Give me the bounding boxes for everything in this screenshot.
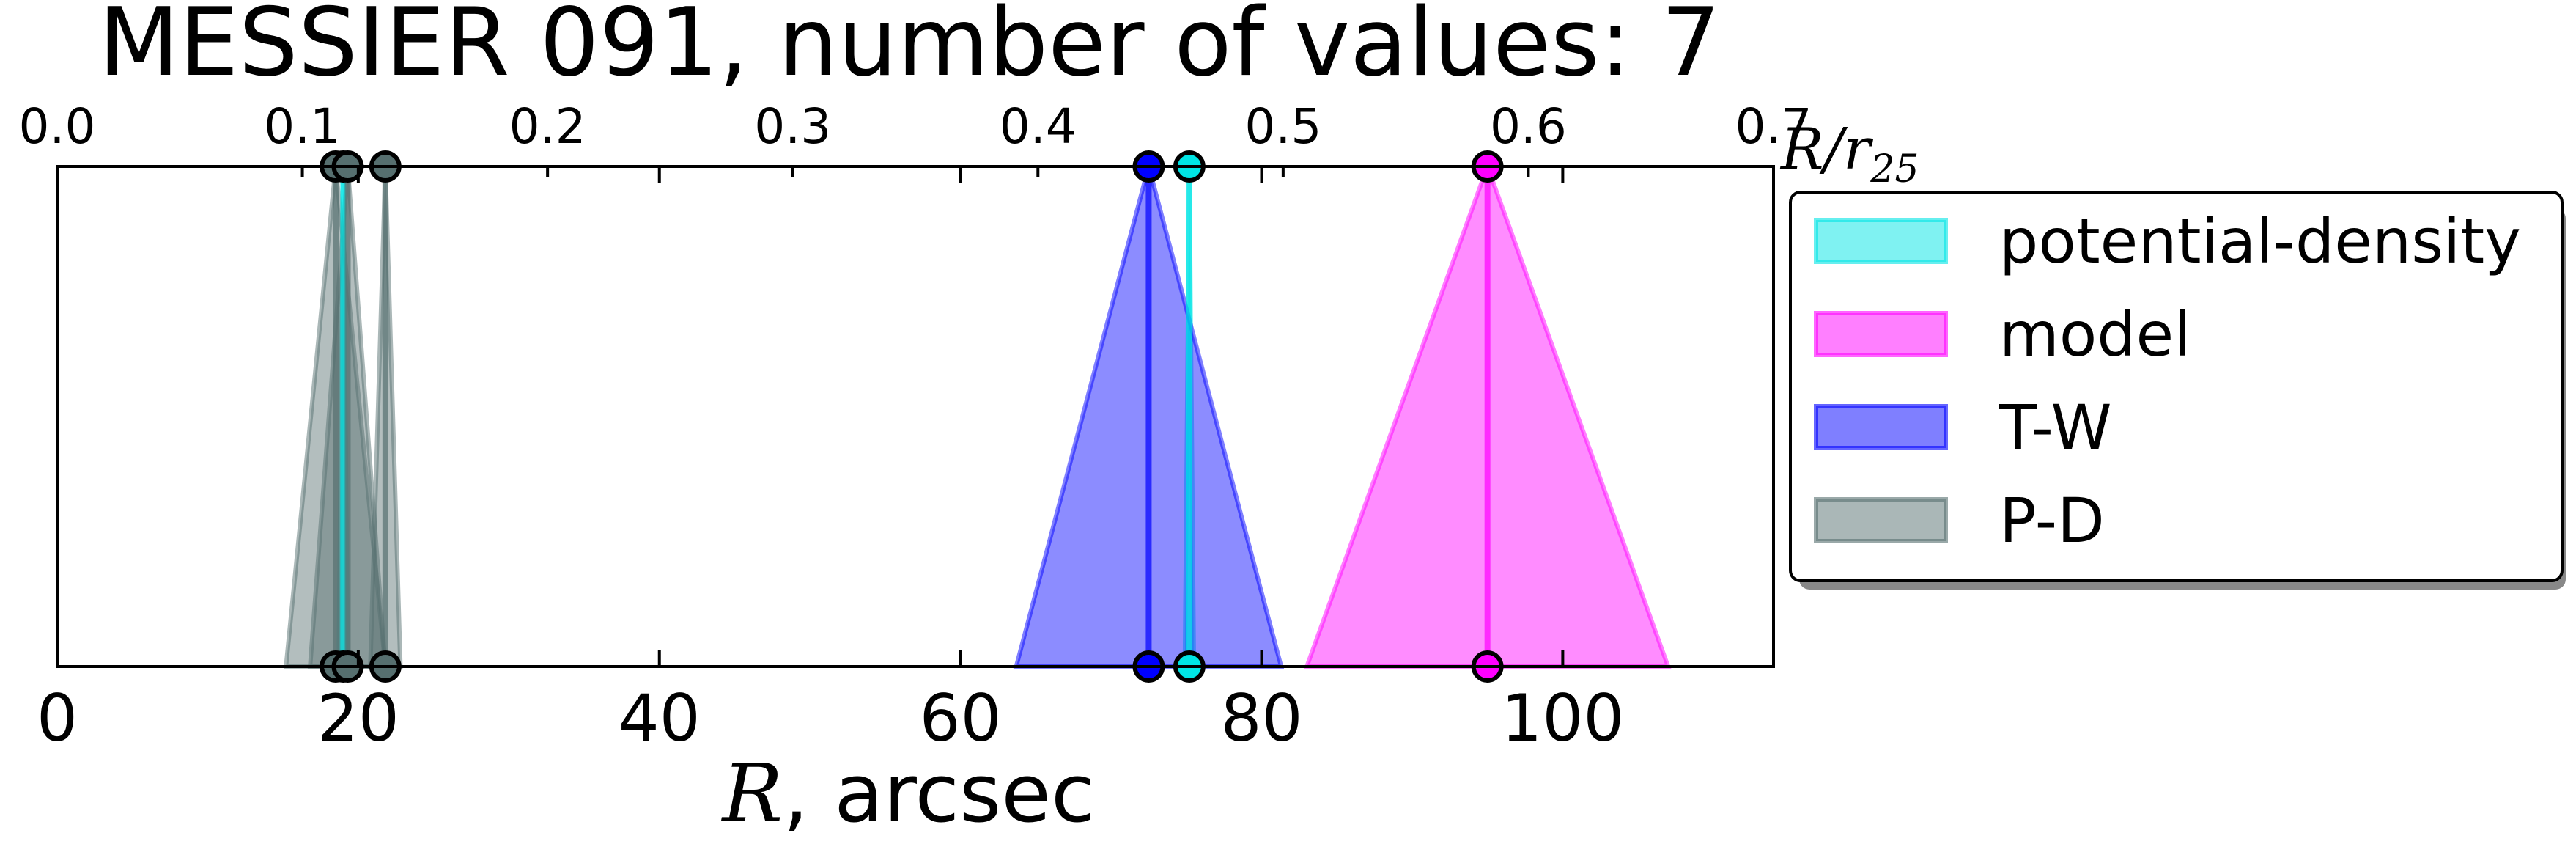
chart-title: MESSIER 091, number of values: 7 bbox=[98, 0, 1721, 98]
legend-box bbox=[1789, 191, 2564, 582]
legend: potential-density model T-W P-D bbox=[1789, 191, 2566, 590]
top-axis: 0.0 0.1 0.2 0.3 0.4 0.5 0.6 0.7 bbox=[19, 98, 1812, 177]
top-axis-label-var: R/r bbox=[1779, 117, 1874, 183]
top-tick-label: 0.6 bbox=[1490, 98, 1567, 155]
top-tick-label: 0.5 bbox=[1244, 98, 1321, 155]
x-axis-label-var: R bbox=[721, 746, 783, 840]
top-tick-label: 0.7 bbox=[1735, 98, 1812, 155]
top-tick-label: 0.0 bbox=[19, 98, 96, 155]
x-axis-label: R, arcsec bbox=[721, 746, 1096, 840]
legend-items: potential-density model T-W P-D bbox=[1814, 205, 2521, 557]
series-lines bbox=[333, 166, 1491, 667]
x-tick-label: 100 bbox=[1501, 680, 1624, 756]
error-fills bbox=[283, 158, 1672, 669]
top-axis-label: R/r25 bbox=[1779, 117, 1919, 191]
top-axis-label-sub: 25 bbox=[1870, 147, 1919, 191]
bottom-axis: 0 20 40 60 80 100 bbox=[37, 166, 1624, 756]
legend-label-potential-density: potential-density bbox=[1999, 205, 2521, 277]
series-markers bbox=[320, 150, 1504, 683]
legend-swatch-potential-density bbox=[1814, 218, 1948, 264]
plot-area-frame bbox=[56, 165, 1775, 668]
legend-label-t-w: T-W bbox=[1999, 392, 2112, 463]
top-tick-label: 0.4 bbox=[1000, 98, 1077, 155]
top-tick-label: 0.1 bbox=[264, 98, 341, 155]
x-axis-label-unit: , arcsec bbox=[783, 746, 1095, 840]
top-tick-label: 0.3 bbox=[754, 98, 831, 155]
legend-swatch-t-w bbox=[1814, 404, 1948, 450]
x-tick-label: 40 bbox=[619, 680, 701, 756]
legend-label-p-d: P-D bbox=[1999, 485, 2105, 557]
legend-label-model: model bbox=[1999, 298, 2191, 370]
legend-swatch-p-d bbox=[1814, 497, 1948, 543]
x-tick-label: 20 bbox=[317, 680, 399, 756]
x-tick-label: 0 bbox=[37, 680, 78, 756]
legend-swatch-model bbox=[1814, 311, 1948, 357]
top-tick-label: 0.2 bbox=[509, 98, 586, 155]
x-tick-label: 60 bbox=[920, 680, 1002, 756]
x-tick-label: 80 bbox=[1221, 680, 1303, 756]
